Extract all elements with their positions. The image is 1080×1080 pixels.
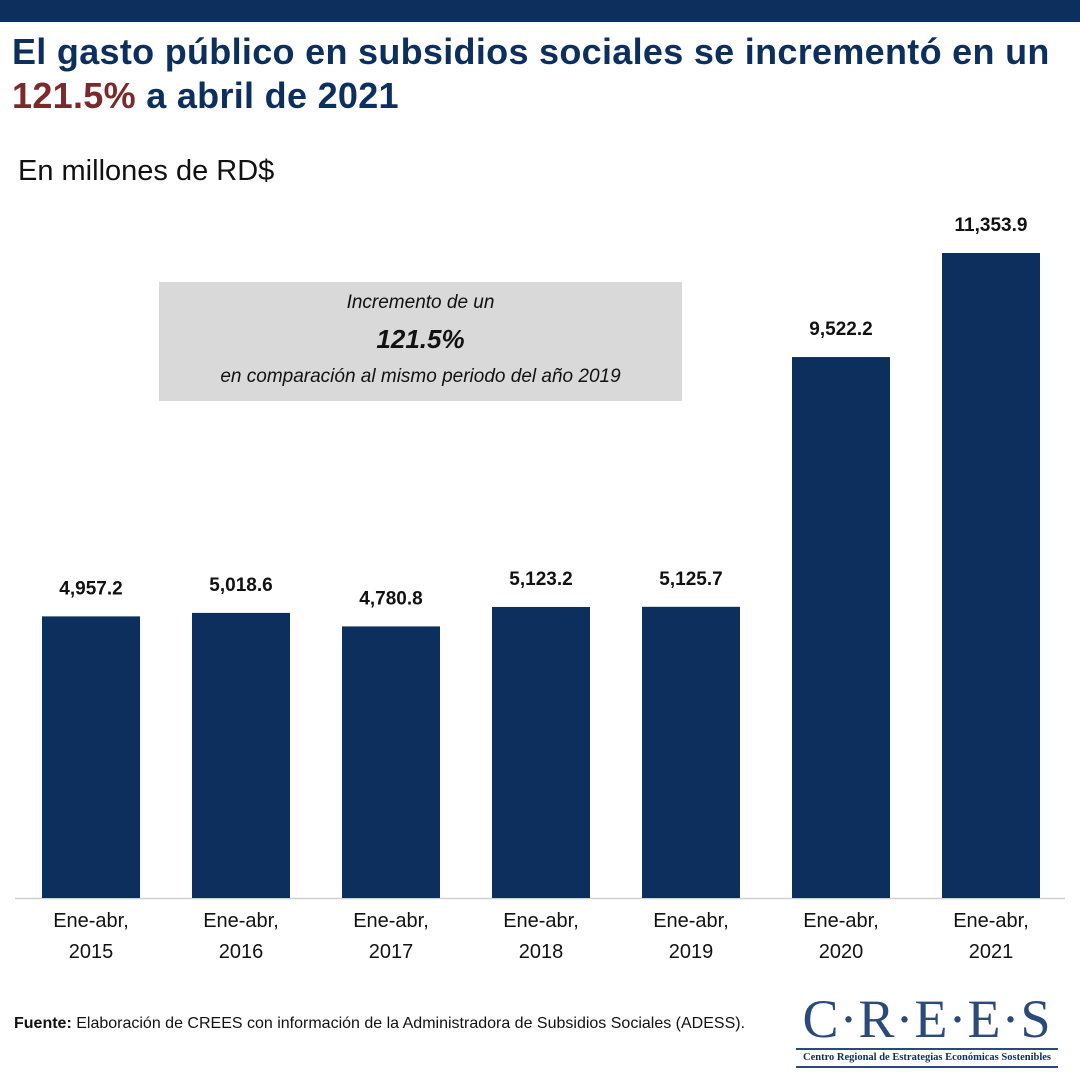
- x-tick-label: Ene-abr, 2016: [203, 910, 279, 963]
- title: El gasto público en subsidios sociales s…: [12, 30, 1078, 118]
- bar: [342, 626, 440, 898]
- annotation-text: en comparación al mismo periodo del año …: [220, 366, 621, 387]
- subtitle: En millones de RD$: [18, 155, 275, 187]
- value-label: 11,353.9: [955, 215, 1028, 236]
- annotation-box: Incremento de un 121.5% en comparación a…: [159, 282, 682, 401]
- x-tick-label: Ene-abr, 2021: [953, 910, 1029, 963]
- source-label: Fuente:: [14, 1015, 72, 1032]
- annotation-highlight: 121.5%: [376, 324, 465, 354]
- bar: [192, 612, 290, 898]
- value-label: 5,018.6: [209, 575, 272, 596]
- logo-text: C·R·E·E·S: [802, 989, 1052, 1049]
- bar: [642, 606, 740, 898]
- value-label: 9,522.2: [809, 319, 872, 340]
- bar: [42, 616, 140, 898]
- value-label: 4,957.2: [59, 578, 122, 599]
- x-tick-label: Ene-abr, 2018: [503, 910, 579, 963]
- title-text: El gasto público en subsidios sociales s…: [12, 31, 1050, 72]
- x-tick-label: Ene-abr, 2020: [803, 910, 879, 963]
- logo: C·R·E·E·S Centro Regional de Estrategias…: [796, 992, 1058, 1070]
- source-text: Elaboración de CREES con información de …: [71, 1015, 746, 1032]
- bar: [492, 606, 590, 898]
- value-label: 4,780.8: [359, 588, 422, 609]
- top-bar: [0, 0, 1080, 22]
- x-tick-label: Ene-abr, 2019: [653, 910, 729, 963]
- annotation-text: Incremento de un: [346, 292, 495, 313]
- title-highlight: 121.5%: [12, 75, 136, 116]
- value-label: 5,123.2: [509, 569, 572, 590]
- logo-caption: Centro Regional de Estrategias Económica…: [796, 1048, 1058, 1068]
- title-text: a abril de 2021: [135, 75, 399, 116]
- value-label: 5,125.7: [659, 569, 722, 590]
- bar: [792, 357, 890, 898]
- x-tick-label: Ene-abr, 2017: [353, 910, 429, 963]
- x-tick-label: Ene-abr, 2015: [53, 910, 129, 963]
- source: Fuente: Elaboración de CREES con informa…: [14, 1012, 774, 1036]
- bar: [942, 253, 1040, 898]
